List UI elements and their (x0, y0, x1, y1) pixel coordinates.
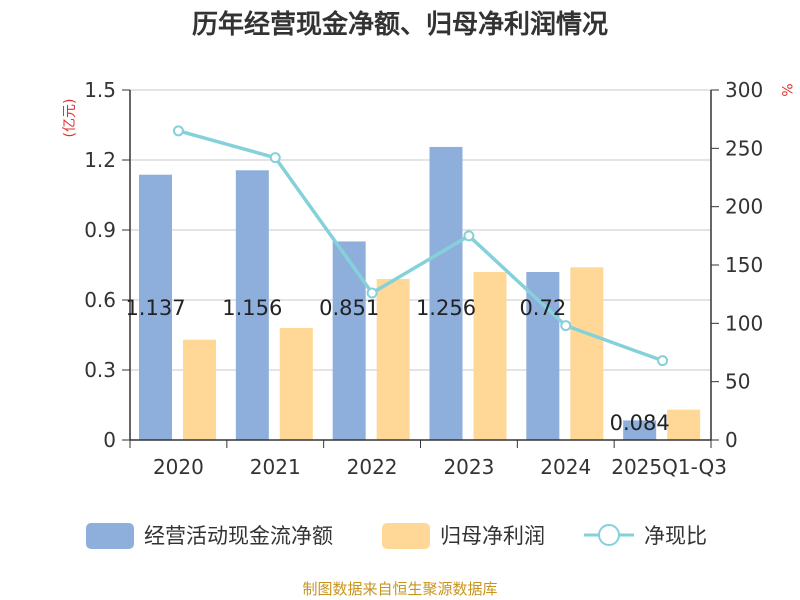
x-tick-label: 2025Q1-Q3 (611, 455, 727, 479)
x-tick-label: 2023 (443, 455, 494, 479)
bar-data-label: 1.256 (416, 296, 476, 320)
ratio-point (463, 230, 475, 242)
right-tick-label: 250 (725, 136, 763, 160)
x-tick-label: 2022 (347, 455, 398, 479)
bar-data-label: 1.137 (125, 296, 185, 320)
bar-cash-flow (332, 241, 366, 440)
bar-data-label: 1.156 (222, 296, 282, 320)
ratio-point (269, 152, 281, 164)
left-tick-label: 1.2 (84, 148, 116, 172)
bar-data-label: 0.084 (610, 411, 670, 435)
ratio-point (172, 125, 184, 137)
bar-net-profit (376, 279, 410, 440)
bar-cash-flow (623, 420, 657, 440)
x-tick-label: 2021 (250, 455, 301, 479)
legend-label-cash-flow: 经营活动现金流净额 (144, 524, 333, 548)
right-axis-unit: % (778, 83, 794, 96)
left-tick-label: 0.9 (84, 218, 116, 242)
bar-net-profit (570, 267, 604, 440)
legend-marker-ratio (598, 524, 620, 546)
bar-data-label: 0.72 (519, 296, 566, 320)
ratio-line (172, 125, 669, 367)
right-tick-label: 300 (725, 78, 763, 102)
legend-label-ratio: 净现比 (644, 524, 707, 548)
ratio-line-path (177, 129, 664, 363)
right-tick-label: 100 (725, 311, 763, 335)
axes: 0 0.3 0.6 0.9 1.2 1.5 0 50 100 150 200 250 300 2020 20… (84, 78, 763, 479)
left-tick-label: 0.6 (84, 288, 116, 312)
bar-cash-flow (526, 272, 560, 440)
legend-label-net-profit: 归母净利润 (440, 524, 545, 548)
legend: 经营活动现金流净额 归母净利润 净现比 (86, 523, 707, 549)
legend-swatch-net-profit (382, 523, 430, 549)
left-tick-label: 0 (103, 428, 116, 452)
left-axis-unit: (亿元) (62, 99, 78, 138)
bar-net-profit (183, 339, 216, 440)
right-tick-label: 200 (725, 195, 763, 219)
x-tick-label: 2020 (153, 455, 204, 479)
ratio-point (560, 320, 572, 332)
bar-cash-flow (429, 146, 463, 440)
data-source: 制图数据来自恒生聚源数据库 (302, 580, 497, 598)
bar-cash-flow (235, 170, 269, 440)
right-tick-label: 150 (725, 253, 763, 277)
ratio-point (657, 355, 669, 367)
bar-net-profit (667, 409, 701, 440)
bar-net-profit (473, 272, 507, 440)
chart-title: 历年经营现金净额、归母净利润情况 (192, 9, 608, 40)
bar-net-profit (279, 328, 313, 440)
ratio-point (366, 287, 378, 299)
left-tick-label: 0.3 (84, 358, 116, 382)
right-tick-label: 0 (725, 428, 738, 452)
bar-data-label: 0.851 (319, 296, 379, 320)
data-labels: 1.137 1.156 0.851 1.256 0.72 0.084 (125, 296, 669, 435)
x-tick-label: 2024 (540, 455, 591, 479)
gridlines (130, 89, 711, 371)
bars (139, 146, 701, 440)
bar-cash-flow (139, 174, 172, 440)
left-tick-label: 1.5 (84, 78, 116, 102)
legend-swatch-cash-flow (86, 523, 134, 549)
right-tick-label: 50 (725, 370, 750, 394)
